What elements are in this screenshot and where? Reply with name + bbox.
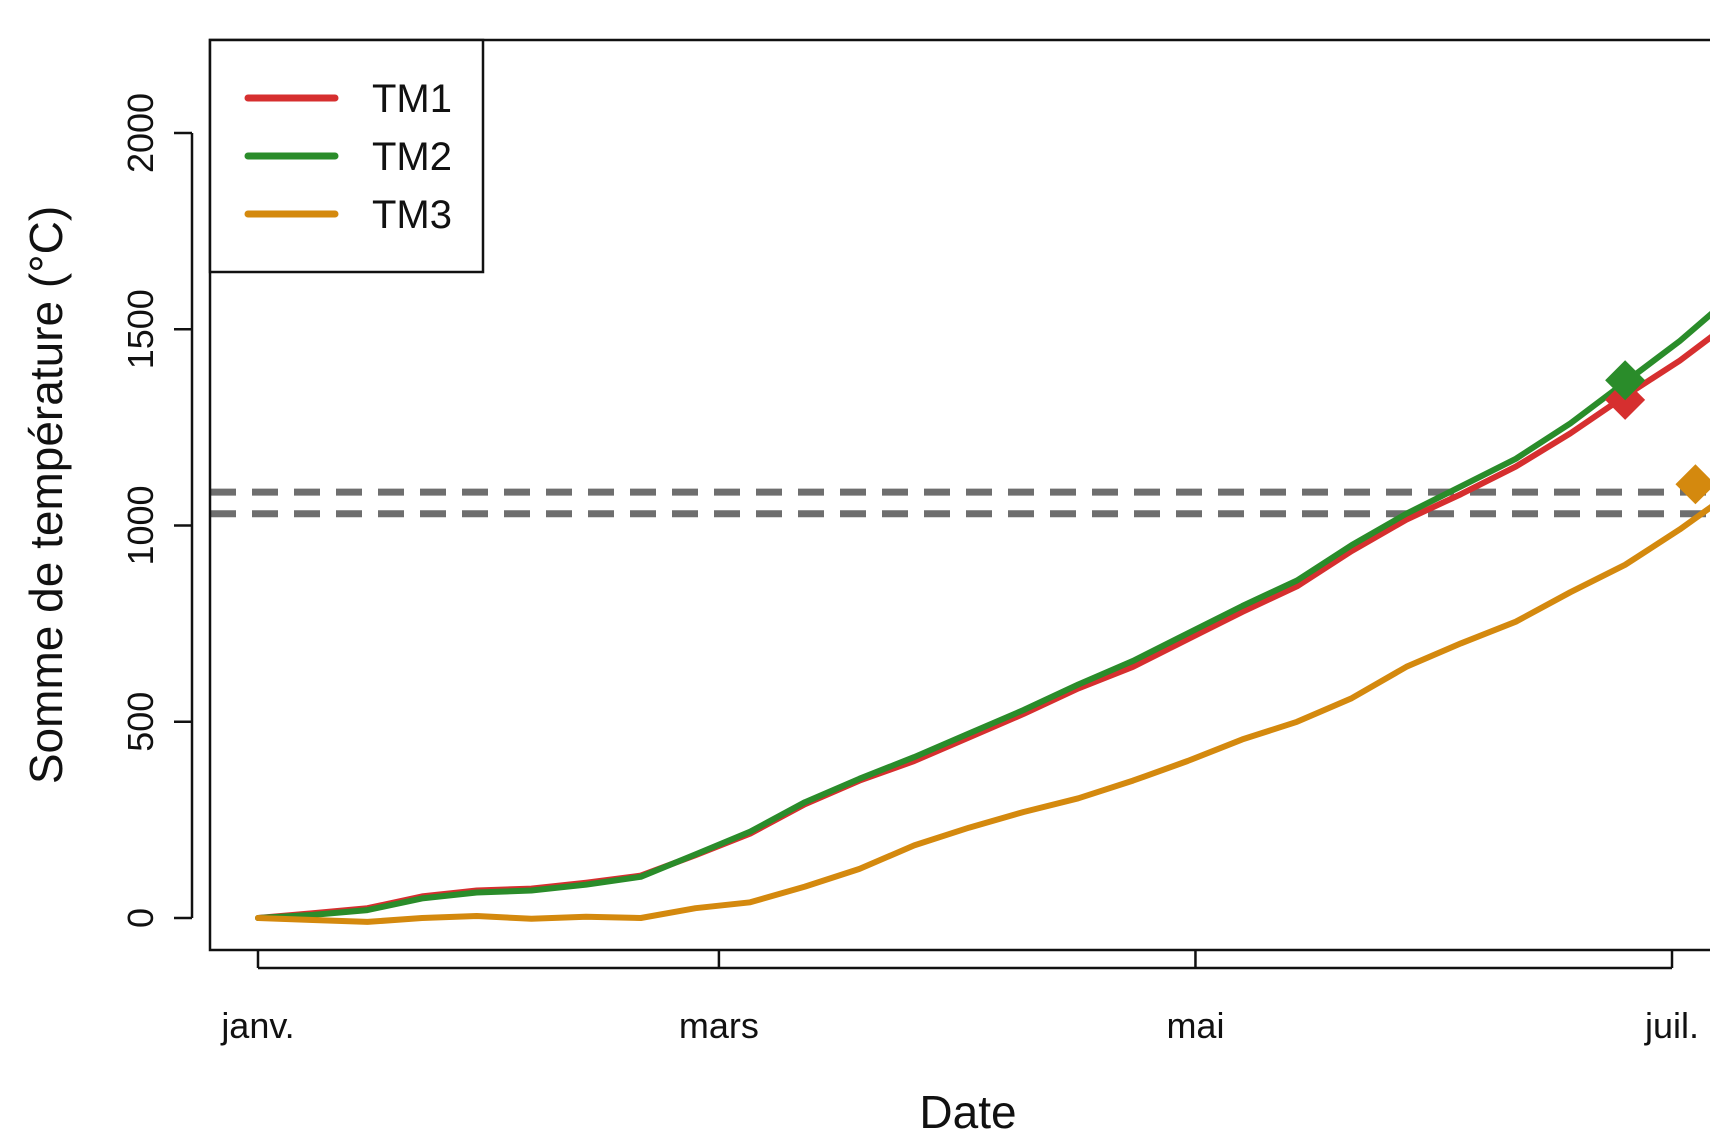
x-tick-label-2: mars — [679, 1005, 759, 1046]
x-axis: janv. mars mai juil. — [220, 950, 1699, 1046]
x-tick-label-3: mai — [1166, 1005, 1224, 1046]
y-tick-label-0: 0 — [120, 908, 161, 928]
y-tick-label-1000: 1000 — [120, 485, 161, 565]
legend: TM1 TM2 TM3 — [208, 38, 485, 274]
legend-label-tm1: TM1 — [372, 77, 452, 121]
y-tick-label-500: 500 — [120, 692, 161, 752]
x-tick-label-4: juil. — [1644, 1005, 1699, 1046]
legend-label-tm3: TM3 — [372, 193, 452, 237]
series-line-tm2 — [255, 311, 1710, 921]
x-axis-title: Date — [919, 1086, 1016, 1134]
y-axis-title: Somme de température (°C) — [20, 206, 72, 784]
y-axis: 0 500 1000 1500 2000 — [120, 93, 194, 928]
legend-label-tm2: TM2 — [372, 135, 452, 179]
marker-tm3 — [1675, 464, 1710, 505]
y-tick-label-2000: 2000 — [120, 93, 161, 173]
y-tick-label-1500: 1500 — [120, 289, 161, 369]
x-tick-label-1: janv. — [220, 1005, 294, 1046]
series-line-tm3 — [255, 504, 1710, 925]
series-lines — [255, 311, 1710, 925]
marker-tm2 — [1605, 360, 1646, 401]
series-markers — [1605, 360, 1710, 505]
plot-frame — [208, 38, 1710, 952]
